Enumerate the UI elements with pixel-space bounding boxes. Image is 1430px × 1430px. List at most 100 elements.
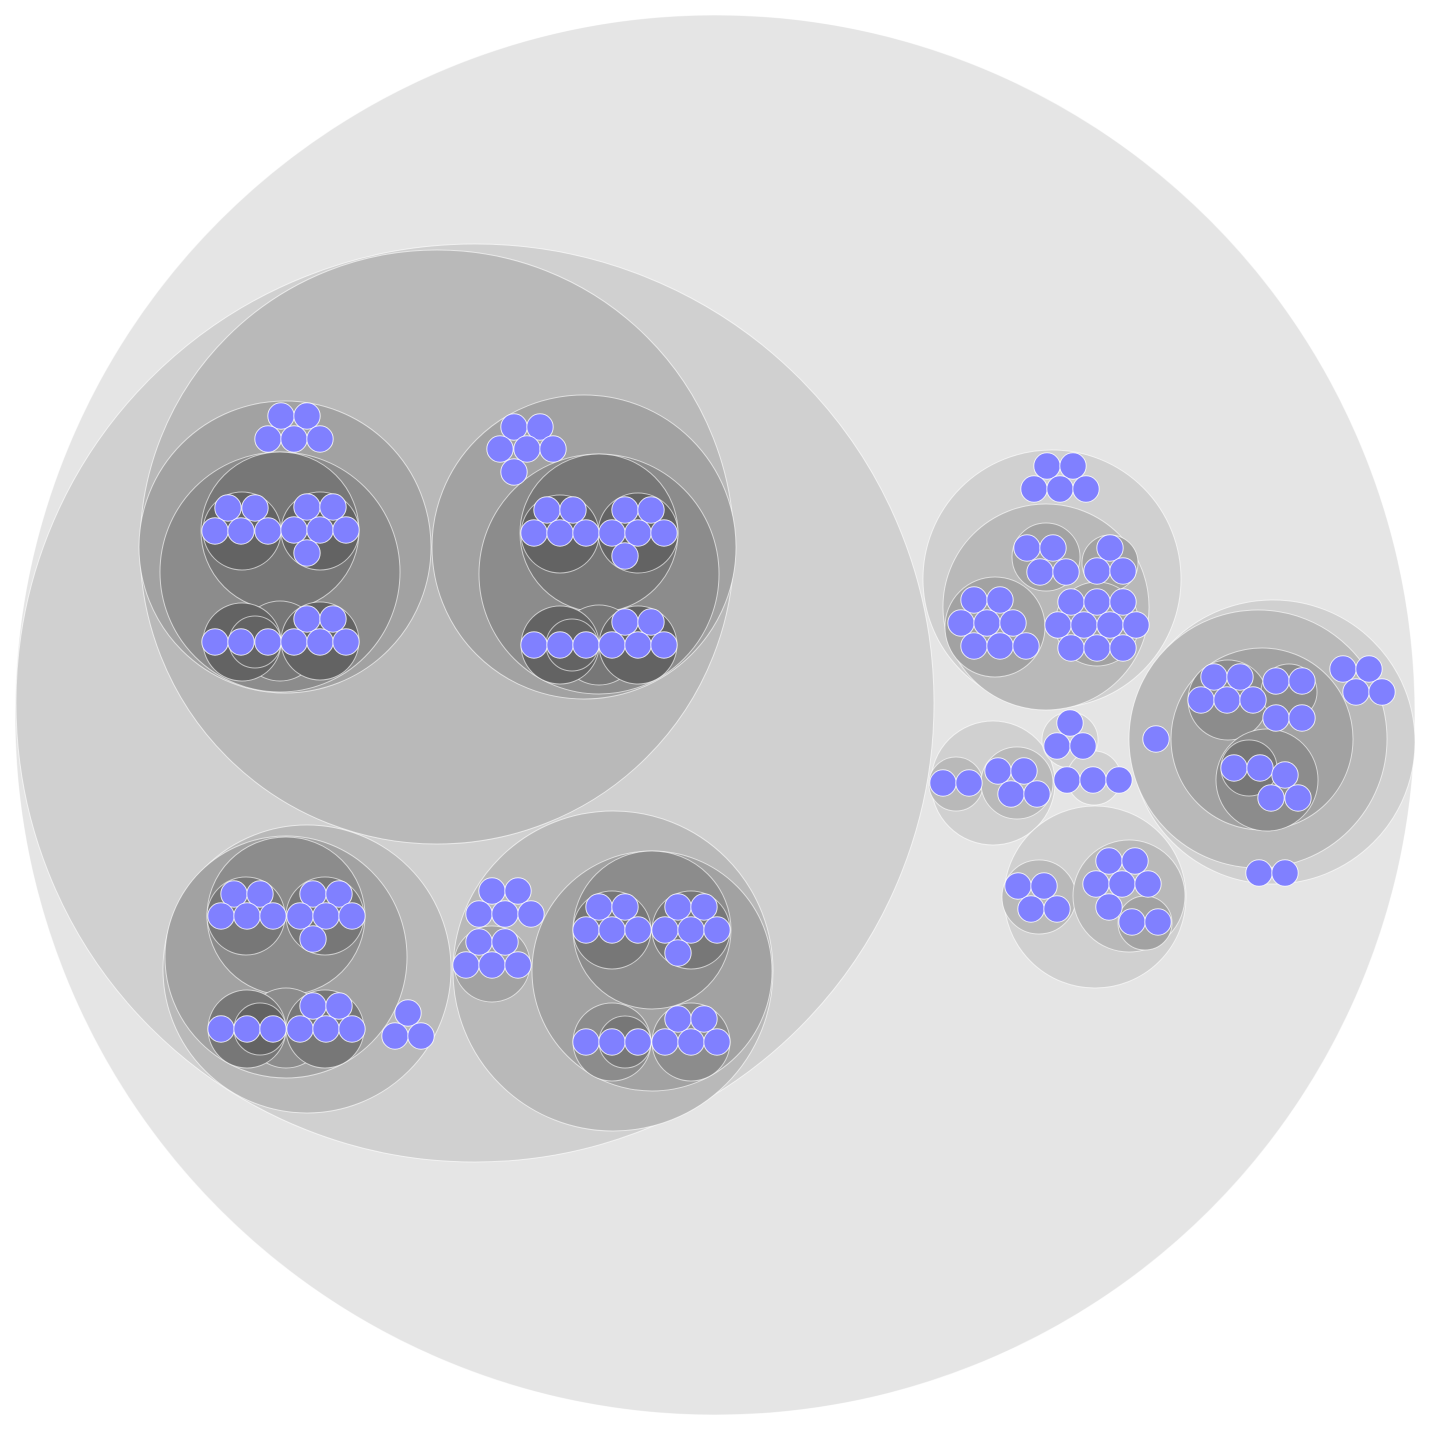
leaf-circle bbox=[452, 951, 480, 979]
leaf-circle bbox=[254, 628, 282, 656]
leaf-circle bbox=[1262, 704, 1290, 732]
leaf-circle bbox=[624, 631, 652, 659]
leaf-circle bbox=[1004, 872, 1032, 900]
leaf-circle bbox=[1262, 667, 1290, 695]
leaf-circle bbox=[1245, 859, 1273, 887]
leaf-circle bbox=[1043, 732, 1071, 760]
leaf-circle bbox=[504, 951, 532, 979]
leaf-circle bbox=[1109, 557, 1137, 585]
leaf-circle bbox=[214, 494, 242, 522]
leaf-circle bbox=[338, 902, 366, 930]
leaf-circle bbox=[407, 1022, 435, 1050]
leaf-circle bbox=[637, 608, 665, 636]
leaf-circle bbox=[572, 631, 600, 659]
leaf-circle bbox=[1096, 611, 1124, 639]
leaf-circle bbox=[1030, 872, 1058, 900]
leaf-circle bbox=[1121, 847, 1149, 875]
leaf-circle bbox=[306, 425, 334, 453]
leaf-circle bbox=[306, 628, 334, 656]
leaf-circle bbox=[1213, 686, 1241, 714]
leaf-circle bbox=[280, 628, 308, 656]
leaf-circle bbox=[201, 517, 229, 545]
leaf-circle bbox=[338, 1015, 366, 1043]
leaf-circle bbox=[299, 992, 327, 1020]
leaf-circle bbox=[1083, 557, 1111, 585]
leaf-circle bbox=[465, 900, 493, 928]
leaf-circle bbox=[325, 992, 353, 1020]
leaf-circle bbox=[1284, 784, 1312, 812]
leaf-circle bbox=[624, 916, 652, 944]
leaf-circle bbox=[1044, 611, 1072, 639]
leaf-circle bbox=[1142, 725, 1170, 753]
leaf-circle bbox=[526, 413, 554, 441]
leaf-circle bbox=[986, 632, 1014, 660]
leaf-circle bbox=[1257, 784, 1285, 812]
leaf-circle bbox=[1039, 534, 1067, 562]
leaf-circle bbox=[312, 1015, 340, 1043]
leaf-circle bbox=[233, 902, 261, 930]
leaf-circle bbox=[332, 516, 360, 544]
leaf-circle bbox=[650, 519, 678, 547]
leaf-circle bbox=[381, 1022, 409, 1050]
leaf-circle bbox=[1200, 663, 1228, 691]
leaf-circle bbox=[960, 632, 988, 660]
leaf-circle bbox=[960, 586, 988, 614]
leaf-circle bbox=[394, 999, 422, 1027]
leaf-circle bbox=[1226, 663, 1254, 691]
leaf-circle bbox=[572, 519, 600, 547]
leaf-circle bbox=[677, 916, 705, 944]
leaf-circle bbox=[1052, 558, 1080, 586]
leaf-circle bbox=[690, 893, 718, 921]
leaf-circle bbox=[997, 780, 1025, 808]
leaf-circle bbox=[1246, 754, 1274, 782]
leaf-circle bbox=[677, 1028, 705, 1056]
leaf-circle bbox=[1057, 634, 1085, 662]
leaf-circle bbox=[254, 425, 282, 453]
leaf-circle bbox=[1020, 475, 1048, 503]
leaf-circle bbox=[286, 902, 314, 930]
leaf-circle bbox=[1109, 588, 1137, 616]
leaf-circle bbox=[319, 605, 347, 633]
leaf-circle bbox=[1023, 780, 1051, 808]
leaf-circle bbox=[201, 628, 229, 656]
leaf-circle bbox=[999, 609, 1027, 637]
leaf-circle bbox=[1056, 709, 1084, 737]
leaf-circle bbox=[1368, 678, 1396, 706]
leaf-circle bbox=[585, 893, 613, 921]
leaf-circle bbox=[929, 769, 957, 797]
leaf-circle bbox=[559, 496, 587, 524]
leaf-circle bbox=[533, 496, 561, 524]
leaf-circle bbox=[984, 757, 1012, 785]
leaf-circle bbox=[947, 609, 975, 637]
leaf-circle bbox=[325, 880, 353, 908]
leaf-circle bbox=[611, 893, 639, 921]
leaf-circle bbox=[1069, 732, 1097, 760]
leaf-circle bbox=[1134, 870, 1162, 898]
leaf-circle bbox=[293, 402, 321, 430]
leaf-circle bbox=[1010, 757, 1038, 785]
leaf-circle bbox=[1220, 754, 1248, 782]
leaf-circle bbox=[1082, 870, 1110, 898]
leaf-circle bbox=[259, 1015, 287, 1043]
leaf-circle bbox=[478, 877, 506, 905]
leaf-circle bbox=[572, 916, 600, 944]
leaf-circle bbox=[1059, 452, 1087, 480]
leaf-circle bbox=[207, 1015, 235, 1043]
leaf-circle bbox=[1046, 475, 1074, 503]
leaf-circle bbox=[227, 628, 255, 656]
leaf-circle bbox=[651, 916, 679, 944]
leaf-circle bbox=[267, 402, 295, 430]
leaf-circle bbox=[1271, 761, 1299, 789]
leaf-circle bbox=[306, 516, 334, 544]
leaf-circle bbox=[1012, 632, 1040, 660]
leaf-circle bbox=[491, 928, 519, 956]
leaf-circle bbox=[611, 542, 639, 570]
leaf-circle bbox=[241, 494, 269, 522]
leaf-circle bbox=[465, 928, 493, 956]
leaf-circle bbox=[500, 458, 528, 486]
leaf-circle bbox=[539, 435, 567, 463]
leaf-circle bbox=[517, 900, 545, 928]
leaf-circle bbox=[611, 608, 639, 636]
leaf-circle bbox=[293, 539, 321, 567]
